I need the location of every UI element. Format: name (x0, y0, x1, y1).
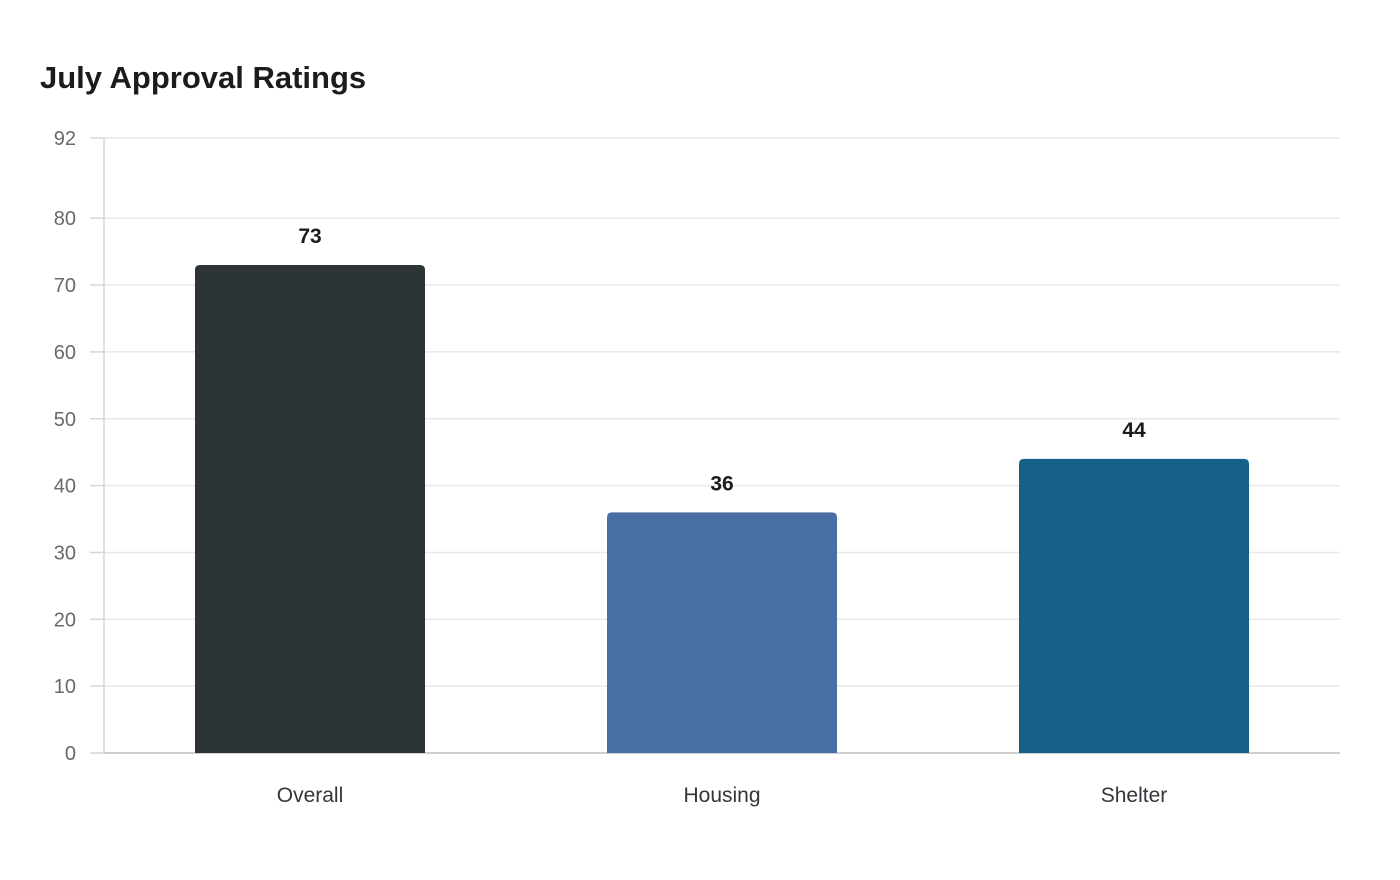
y-tick-label: 92 (54, 128, 76, 150)
y-tick-label: 0 (65, 743, 76, 765)
y-tick-label: 50 (54, 409, 76, 431)
y-tick-label: 10 (54, 676, 76, 698)
y-tick-label: 80 (54, 208, 76, 230)
bars (195, 265, 1249, 753)
chart-title: July Approval Ratings (40, 60, 367, 95)
value-label-overall: 73 (298, 225, 321, 248)
y-tick-label: 60 (54, 342, 76, 364)
x-tick-label-overall: Overall (277, 784, 344, 807)
bar-overall (195, 265, 425, 753)
x-tick-label-shelter: Shelter (1101, 784, 1168, 807)
labels: 0 10 20 30 40 50 60 70 80 92 73 Overall 36 Housing 44 S… (54, 128, 1168, 807)
value-label-shelter: 44 (1122, 419, 1146, 442)
y-tick-label: 70 (54, 275, 76, 297)
value-label-housing: 36 (710, 472, 733, 495)
y-tick-label: 20 (54, 609, 76, 631)
bar-housing (607, 512, 837, 753)
y-tick-label: 40 (54, 476, 76, 498)
y-tick-label: 30 (54, 542, 76, 564)
x-tick-label-housing: Housing (683, 784, 760, 807)
bar-shelter (1019, 458, 1249, 753)
